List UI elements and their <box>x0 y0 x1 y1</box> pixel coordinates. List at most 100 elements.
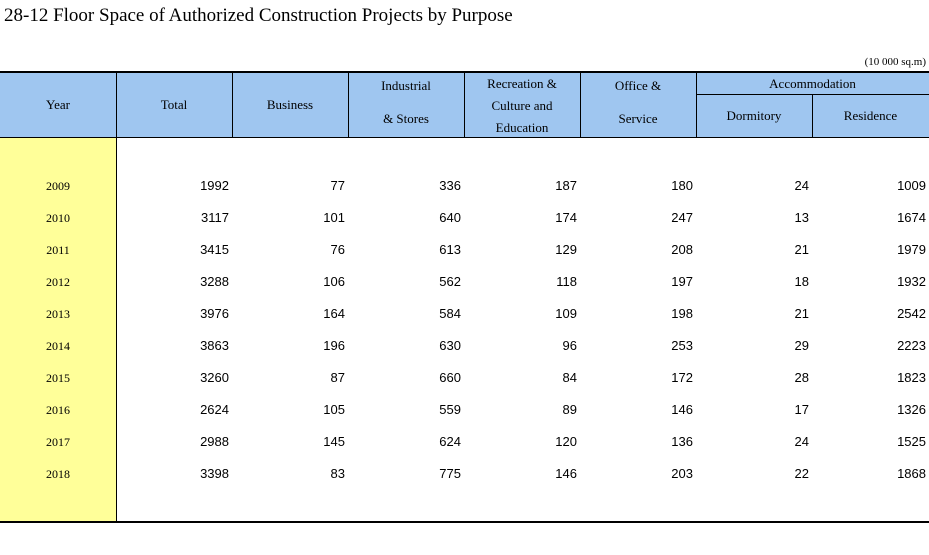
total-cell: 3863 <box>200 338 229 353</box>
header-divider <box>580 71 581 138</box>
residence-cell: 1823 <box>897 370 926 385</box>
recreation-cell: 146 <box>555 466 577 481</box>
business-cell: 101 <box>323 210 345 225</box>
business-cell: 105 <box>323 402 345 417</box>
table-row: 2011 3415 76 613 129 208 21 1979 <box>0 240 929 260</box>
industrial-cell: 613 <box>439 242 461 257</box>
total-cell: 3260 <box>200 370 229 385</box>
industrial-cell: 630 <box>439 338 461 353</box>
total-cell: 1992 <box>200 178 229 193</box>
table-row: 2012 3288 106 562 118 197 18 1932 <box>0 272 929 292</box>
business-cell: 164 <box>323 306 345 321</box>
residence-cell: 1525 <box>897 434 926 449</box>
business-cell: 196 <box>323 338 345 353</box>
total-cell: 3415 <box>200 242 229 257</box>
recreation-cell: 118 <box>556 274 577 289</box>
accommodation-underline <box>696 94 929 95</box>
unit-label: (10 000 sq.m) <box>864 56 926 68</box>
table-row: 2014 3863 196 630 96 253 29 2223 <box>0 336 929 356</box>
header-divider <box>348 71 349 138</box>
table-row: 2016 2624 105 559 89 146 17 1326 <box>0 400 929 420</box>
header-office: Office & Service <box>614 78 662 126</box>
dormitory-cell: 24 <box>794 178 809 193</box>
header-year: Year <box>46 97 70 112</box>
residence-cell: 1868 <box>897 466 926 481</box>
office-cell: 180 <box>671 178 693 193</box>
header-divider <box>696 71 697 138</box>
total-cell: 3398 <box>200 466 229 481</box>
dormitory-cell: 21 <box>794 306 809 321</box>
residence-cell: 1009 <box>897 178 926 193</box>
total-cell: 3288 <box>200 274 229 289</box>
dormitory-cell: 24 <box>794 434 809 449</box>
office-cell: 253 <box>671 338 693 353</box>
table-row: 2017 2988 145 624 120 136 24 1525 <box>0 432 929 452</box>
recreation-cell: 96 <box>562 338 577 353</box>
business-cell: 76 <box>330 242 345 257</box>
header-industrial: Industrial & Stores <box>381 78 431 126</box>
recreation-cell: 174 <box>555 210 577 225</box>
table-row: 2013 3976 164 584 109 198 21 2542 <box>0 304 929 324</box>
table-row: 2018 3398 83 775 146 203 22 1868 <box>0 464 929 484</box>
residence-cell: 2542 <box>897 306 926 321</box>
residence-cell: 2223 <box>897 338 926 353</box>
dormitory-cell: 18 <box>794 274 809 289</box>
table-bottom-border <box>0 521 929 523</box>
year-cell: 2017 <box>46 435 70 449</box>
year-cell: 2018 <box>46 467 70 481</box>
total-cell: 2624 <box>200 402 229 417</box>
office-cell: 198 <box>671 306 693 321</box>
year-cell: 2011 <box>46 243 70 257</box>
business-cell: 145 <box>323 434 345 449</box>
recreation-cell: 109 <box>555 306 577 321</box>
year-column-border <box>116 138 117 521</box>
office-cell: 203 <box>671 466 693 481</box>
dormitory-cell: 28 <box>794 370 809 385</box>
industrial-cell: 336 <box>439 178 461 193</box>
year-cell: 2014 <box>46 339 70 353</box>
office-cell: 136 <box>671 434 693 449</box>
industrial-cell: 624 <box>439 434 461 449</box>
header-divider <box>464 71 465 138</box>
page-title: 28-12 Floor Space of Authorized Construc… <box>4 5 513 26</box>
year-cell: 2010 <box>46 211 70 225</box>
table-row: 2010 3117 101 640 174 247 13 1674 <box>0 208 929 228</box>
office-cell: 208 <box>671 242 693 257</box>
business-cell: 87 <box>330 370 345 385</box>
dormitory-cell: 13 <box>794 210 809 225</box>
business-cell: 77 <box>330 178 345 193</box>
header-accommodation: Accommodation <box>769 76 856 91</box>
recreation-cell: 120 <box>555 434 577 449</box>
office-cell: 172 <box>671 370 693 385</box>
industrial-cell: 660 <box>439 370 461 385</box>
office-cell: 247 <box>671 210 693 225</box>
business-cell: 106 <box>323 274 345 289</box>
data-table: Year Total Business Industrial & Stores … <box>0 71 929 523</box>
year-column <box>0 138 116 521</box>
office-cell: 197 <box>671 274 693 289</box>
industrial-cell: 640 <box>439 210 461 225</box>
industrial-cell: 775 <box>439 466 461 481</box>
header-business: Business <box>266 97 314 112</box>
residence-cell: 1932 <box>897 274 926 289</box>
industrial-cell: 584 <box>439 306 461 321</box>
dormitory-cell: 29 <box>794 338 809 353</box>
industrial-cell: 562 <box>439 274 461 289</box>
residence-cell: 1674 <box>897 210 926 225</box>
table-row: 2009 1992 77 336 187 180 24 1009 <box>0 176 929 196</box>
total-cell: 3976 <box>200 306 229 321</box>
recreation-cell: 89 <box>562 402 577 417</box>
recreation-cell: 187 <box>555 178 577 193</box>
year-cell: 2009 <box>46 179 70 193</box>
total-cell: 3117 <box>201 210 229 225</box>
dormitory-cell: 22 <box>794 466 809 481</box>
header-total: Total <box>160 97 188 112</box>
header-dormitory: Dormitory <box>726 108 782 123</box>
header-residence: Residence <box>843 108 898 123</box>
office-cell: 146 <box>671 402 693 417</box>
dormitory-cell: 21 <box>794 242 809 257</box>
recreation-cell: 84 <box>562 370 577 385</box>
year-cell: 2015 <box>46 371 70 385</box>
header-divider <box>232 71 233 138</box>
total-cell: 2988 <box>200 434 229 449</box>
